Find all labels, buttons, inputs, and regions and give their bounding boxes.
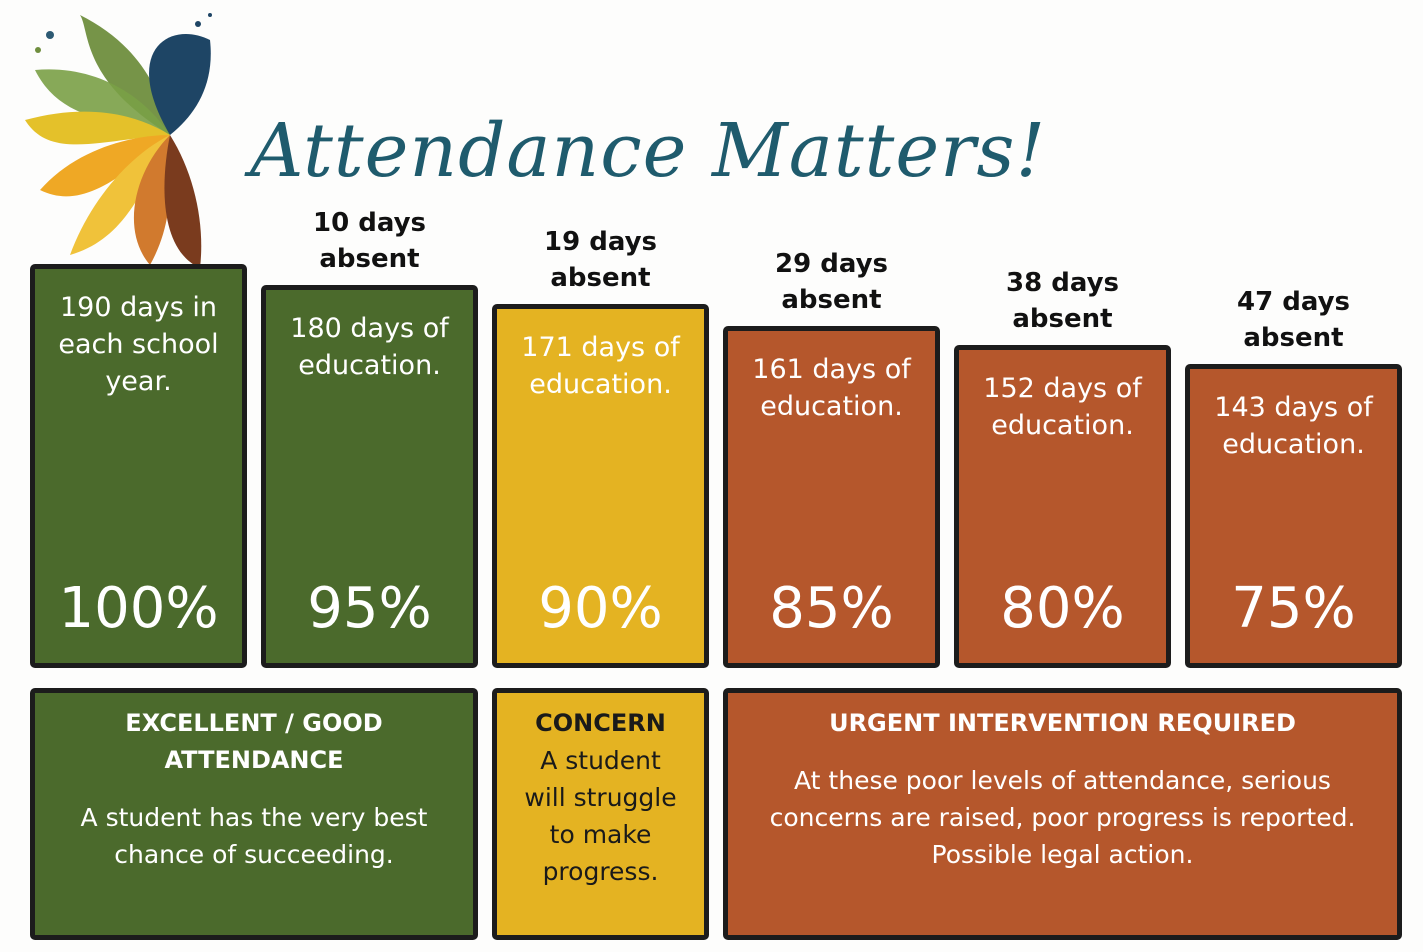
bar-percent-label: 95% bbox=[307, 576, 432, 641]
attendance-bar: 143 days of education. 75% bbox=[1185, 364, 1402, 668]
days-absent-label: 19 days absent bbox=[543, 227, 657, 293]
band-description: A student has the very best chance of su… bbox=[80, 803, 428, 869]
attendance-bar: 152 days of education. 80% bbox=[954, 345, 1171, 668]
bar-percent-label: 80% bbox=[1000, 576, 1125, 641]
attendance-band-box: CONCERN A student will struggle to make p… bbox=[492, 688, 709, 940]
days-absent-label: 38 days absent bbox=[1005, 268, 1119, 334]
bar-days-label: 161 days of education. bbox=[752, 354, 911, 422]
bar-percent-label: 100% bbox=[58, 576, 219, 641]
page-title: Attendance Matters! bbox=[250, 108, 1047, 194]
band-heading: EXCELLENT / GOOD ATTENDANCE bbox=[125, 709, 383, 774]
days-absent-label: 10 days absent bbox=[312, 208, 426, 274]
band-heading: URGENT INTERVENTION REQUIRED bbox=[829, 709, 1296, 737]
band-heading: CONCERN bbox=[535, 709, 666, 737]
attendance-bar: 190 days in each school year. 100% bbox=[30, 264, 247, 668]
bar-days-label: 152 days of education. bbox=[983, 373, 1142, 441]
bar-percent-label: 90% bbox=[538, 576, 663, 641]
attendance-bar: 171 days of education. 90% bbox=[492, 304, 709, 668]
attendance-bar: 180 days of education. 95% bbox=[261, 285, 478, 668]
bar-days-label: 180 days of education. bbox=[290, 313, 449, 381]
attendance-bar: 161 days of education. 85% bbox=[723, 326, 940, 668]
bar-days-label: 143 days of education. bbox=[1214, 392, 1373, 460]
band-description: A student will struggle to make progress… bbox=[524, 746, 677, 886]
days-absent-label: 29 days absent bbox=[774, 249, 888, 315]
attendance-band-box: URGENT INTERVENTION REQUIRED At these poo… bbox=[723, 688, 1402, 940]
bar-days-label: 190 days in each school year. bbox=[58, 292, 219, 397]
band-description: At these poor levels of attendance, seri… bbox=[769, 766, 1356, 869]
attendance-band-box: EXCELLENT / GOOD ATTENDANCE A student has… bbox=[30, 688, 478, 940]
bar-days-label: 171 days of education. bbox=[521, 332, 680, 400]
bar-percent-label: 75% bbox=[1231, 576, 1356, 641]
bar-percent-label: 85% bbox=[769, 576, 894, 641]
flower-logo-icon bbox=[25, 13, 212, 268]
days-absent-label: 47 days absent bbox=[1236, 287, 1350, 353]
